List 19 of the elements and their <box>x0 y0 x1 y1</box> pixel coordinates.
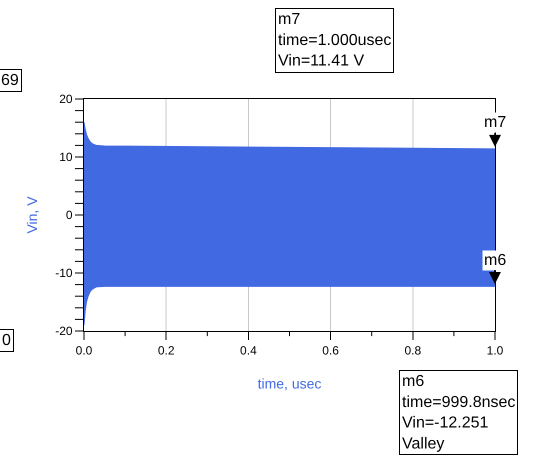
annotation: m7 <box>484 114 506 131</box>
text: m7 time=1.000usec Vin=11.41 V <box>278 11 392 70</box>
annotation: m6 <box>484 252 506 269</box>
x-tick-label: 1.0 <box>486 343 504 358</box>
y-tick-label: -20 <box>55 324 73 338</box>
text: m6 time=999.8nsec Vin=-12.251 Valley <box>402 373 516 452</box>
x-tick-label: 0.8 <box>404 343 422 358</box>
x-axis-title: time, usec <box>258 376 322 392</box>
y-tick-label: 0 <box>66 208 73 222</box>
text: 69 <box>1 72 19 89</box>
y-axis-title: Vin, V <box>24 196 40 234</box>
x-tick-label: 0.4 <box>240 343 258 358</box>
y-tick-label: -10 <box>55 266 73 280</box>
x-tick-label: 0.0 <box>76 343 93 358</box>
y-tick-label: 20 <box>59 92 73 106</box>
x-tick-label: 0.2 <box>158 343 175 358</box>
text: 0 <box>2 332 11 349</box>
x-tick-label: 0.6 <box>322 343 340 358</box>
y-tick-label: 10 <box>59 150 73 164</box>
